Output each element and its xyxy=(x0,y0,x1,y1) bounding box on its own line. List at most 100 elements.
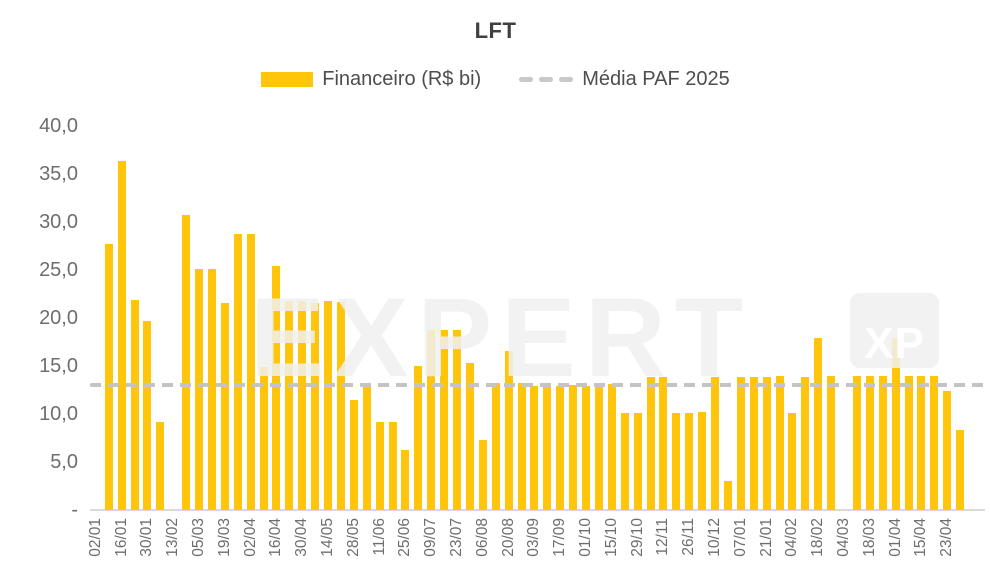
x-tick-label: 01/04 xyxy=(886,518,904,557)
bar xyxy=(336,301,345,510)
y-tick-label: 20,0 xyxy=(39,307,78,329)
bar xyxy=(465,363,474,510)
x-tick-label: 11/06 xyxy=(370,518,388,556)
bar xyxy=(298,300,307,510)
bar xyxy=(375,421,384,510)
bar xyxy=(156,421,165,510)
x-tick-label: 02/01 xyxy=(86,518,104,557)
x-tick-label: 18/03 xyxy=(860,518,878,557)
x-tick-label: 23/04 xyxy=(938,518,956,557)
bar xyxy=(491,383,500,510)
y-tick-label: 25,0 xyxy=(39,259,78,281)
x-tick-label: 20/08 xyxy=(499,518,517,557)
bar xyxy=(723,481,732,510)
bar xyxy=(891,338,900,510)
bar xyxy=(801,376,810,510)
x-tick-label: 26/11 xyxy=(680,518,698,556)
bar xyxy=(582,386,590,510)
bar xyxy=(607,384,616,510)
bar xyxy=(685,413,694,510)
legend-dashed-line-icon xyxy=(519,77,574,82)
bar xyxy=(659,376,668,510)
x-tick-label: 28/05 xyxy=(344,518,362,557)
x-tick-label: 30/04 xyxy=(293,518,311,557)
y-tick-label: 30,0 xyxy=(39,211,78,233)
media-paf-reference-line xyxy=(90,383,985,388)
bar xyxy=(401,449,410,510)
bar xyxy=(388,421,397,510)
x-tick-label: 30/01 xyxy=(138,518,156,557)
bar xyxy=(827,375,836,510)
x-tick-label: 03/09 xyxy=(525,518,543,557)
bar xyxy=(943,390,952,510)
y-tick-label: - xyxy=(71,499,78,521)
bar xyxy=(878,375,887,510)
bar xyxy=(904,375,913,510)
x-tick-label: 29/10 xyxy=(628,518,646,557)
bar xyxy=(736,376,745,510)
y-tick-label: 10,0 xyxy=(39,403,78,425)
bar xyxy=(285,300,294,510)
bar xyxy=(130,299,139,510)
bar xyxy=(362,387,371,510)
bar xyxy=(672,413,681,510)
x-tick-label: 07/01 xyxy=(731,518,749,557)
bar xyxy=(311,302,320,510)
x-tick-label: 06/08 xyxy=(473,518,491,557)
bar xyxy=(530,386,539,510)
y-tick-label: 15,0 xyxy=(39,355,78,377)
bar xyxy=(646,376,655,510)
bar xyxy=(775,375,784,510)
x-tick-label: 17/09 xyxy=(551,518,569,557)
bar xyxy=(594,384,603,510)
bar xyxy=(143,320,152,510)
bar xyxy=(272,266,281,510)
x-tick-label: 02/04 xyxy=(241,518,259,557)
x-tick-label: 16/01 xyxy=(112,518,130,557)
chart-title: LFT xyxy=(474,18,517,43)
legend-item-financeiro: Financeiro (R$ bi) xyxy=(261,68,481,91)
chart-legend: Financeiro (R$ bi) Média PAF 2025 xyxy=(0,68,991,91)
x-tick-label: 15/10 xyxy=(602,518,620,557)
bar xyxy=(259,366,268,510)
legend-reference-label: Média PAF 2025 xyxy=(582,68,730,90)
bar xyxy=(749,376,758,510)
x-tick-label: 19/03 xyxy=(215,518,233,557)
y-tick-label: 5,0 xyxy=(50,451,78,473)
bar xyxy=(233,233,242,510)
bar xyxy=(182,215,191,510)
bar xyxy=(556,386,565,510)
x-tick-label: 21/01 xyxy=(757,518,775,557)
x-tick-label: 14/05 xyxy=(318,518,336,557)
bar xyxy=(865,375,874,510)
bar xyxy=(852,375,861,510)
bar xyxy=(930,375,939,510)
bar xyxy=(762,376,771,510)
bar xyxy=(814,338,823,510)
legend-bar-swatch-icon xyxy=(261,72,314,87)
bar xyxy=(711,376,719,510)
x-tick-label: 10/12 xyxy=(705,518,723,557)
y-tick-label: 40,0 xyxy=(39,115,78,137)
bar xyxy=(543,385,552,510)
bar xyxy=(453,329,461,510)
bar xyxy=(956,430,965,510)
bar xyxy=(620,413,629,510)
x-tick-label: 05/03 xyxy=(189,518,207,557)
x-axis-line xyxy=(90,509,985,511)
x-tick-label: 18/02 xyxy=(809,518,827,557)
bar xyxy=(517,383,526,510)
x-tick-label: 09/07 xyxy=(422,518,440,557)
x-tick-label: 23/07 xyxy=(447,518,465,557)
bar xyxy=(246,233,255,510)
bar xyxy=(917,375,926,510)
x-tick-label: 13/02 xyxy=(164,518,182,557)
bar xyxy=(788,413,797,510)
y-tick-label: 35,0 xyxy=(39,163,78,185)
bar xyxy=(349,399,358,510)
bar xyxy=(427,329,436,510)
bar xyxy=(220,302,229,510)
x-tick-label: 16/04 xyxy=(267,518,285,557)
bar xyxy=(207,269,216,510)
